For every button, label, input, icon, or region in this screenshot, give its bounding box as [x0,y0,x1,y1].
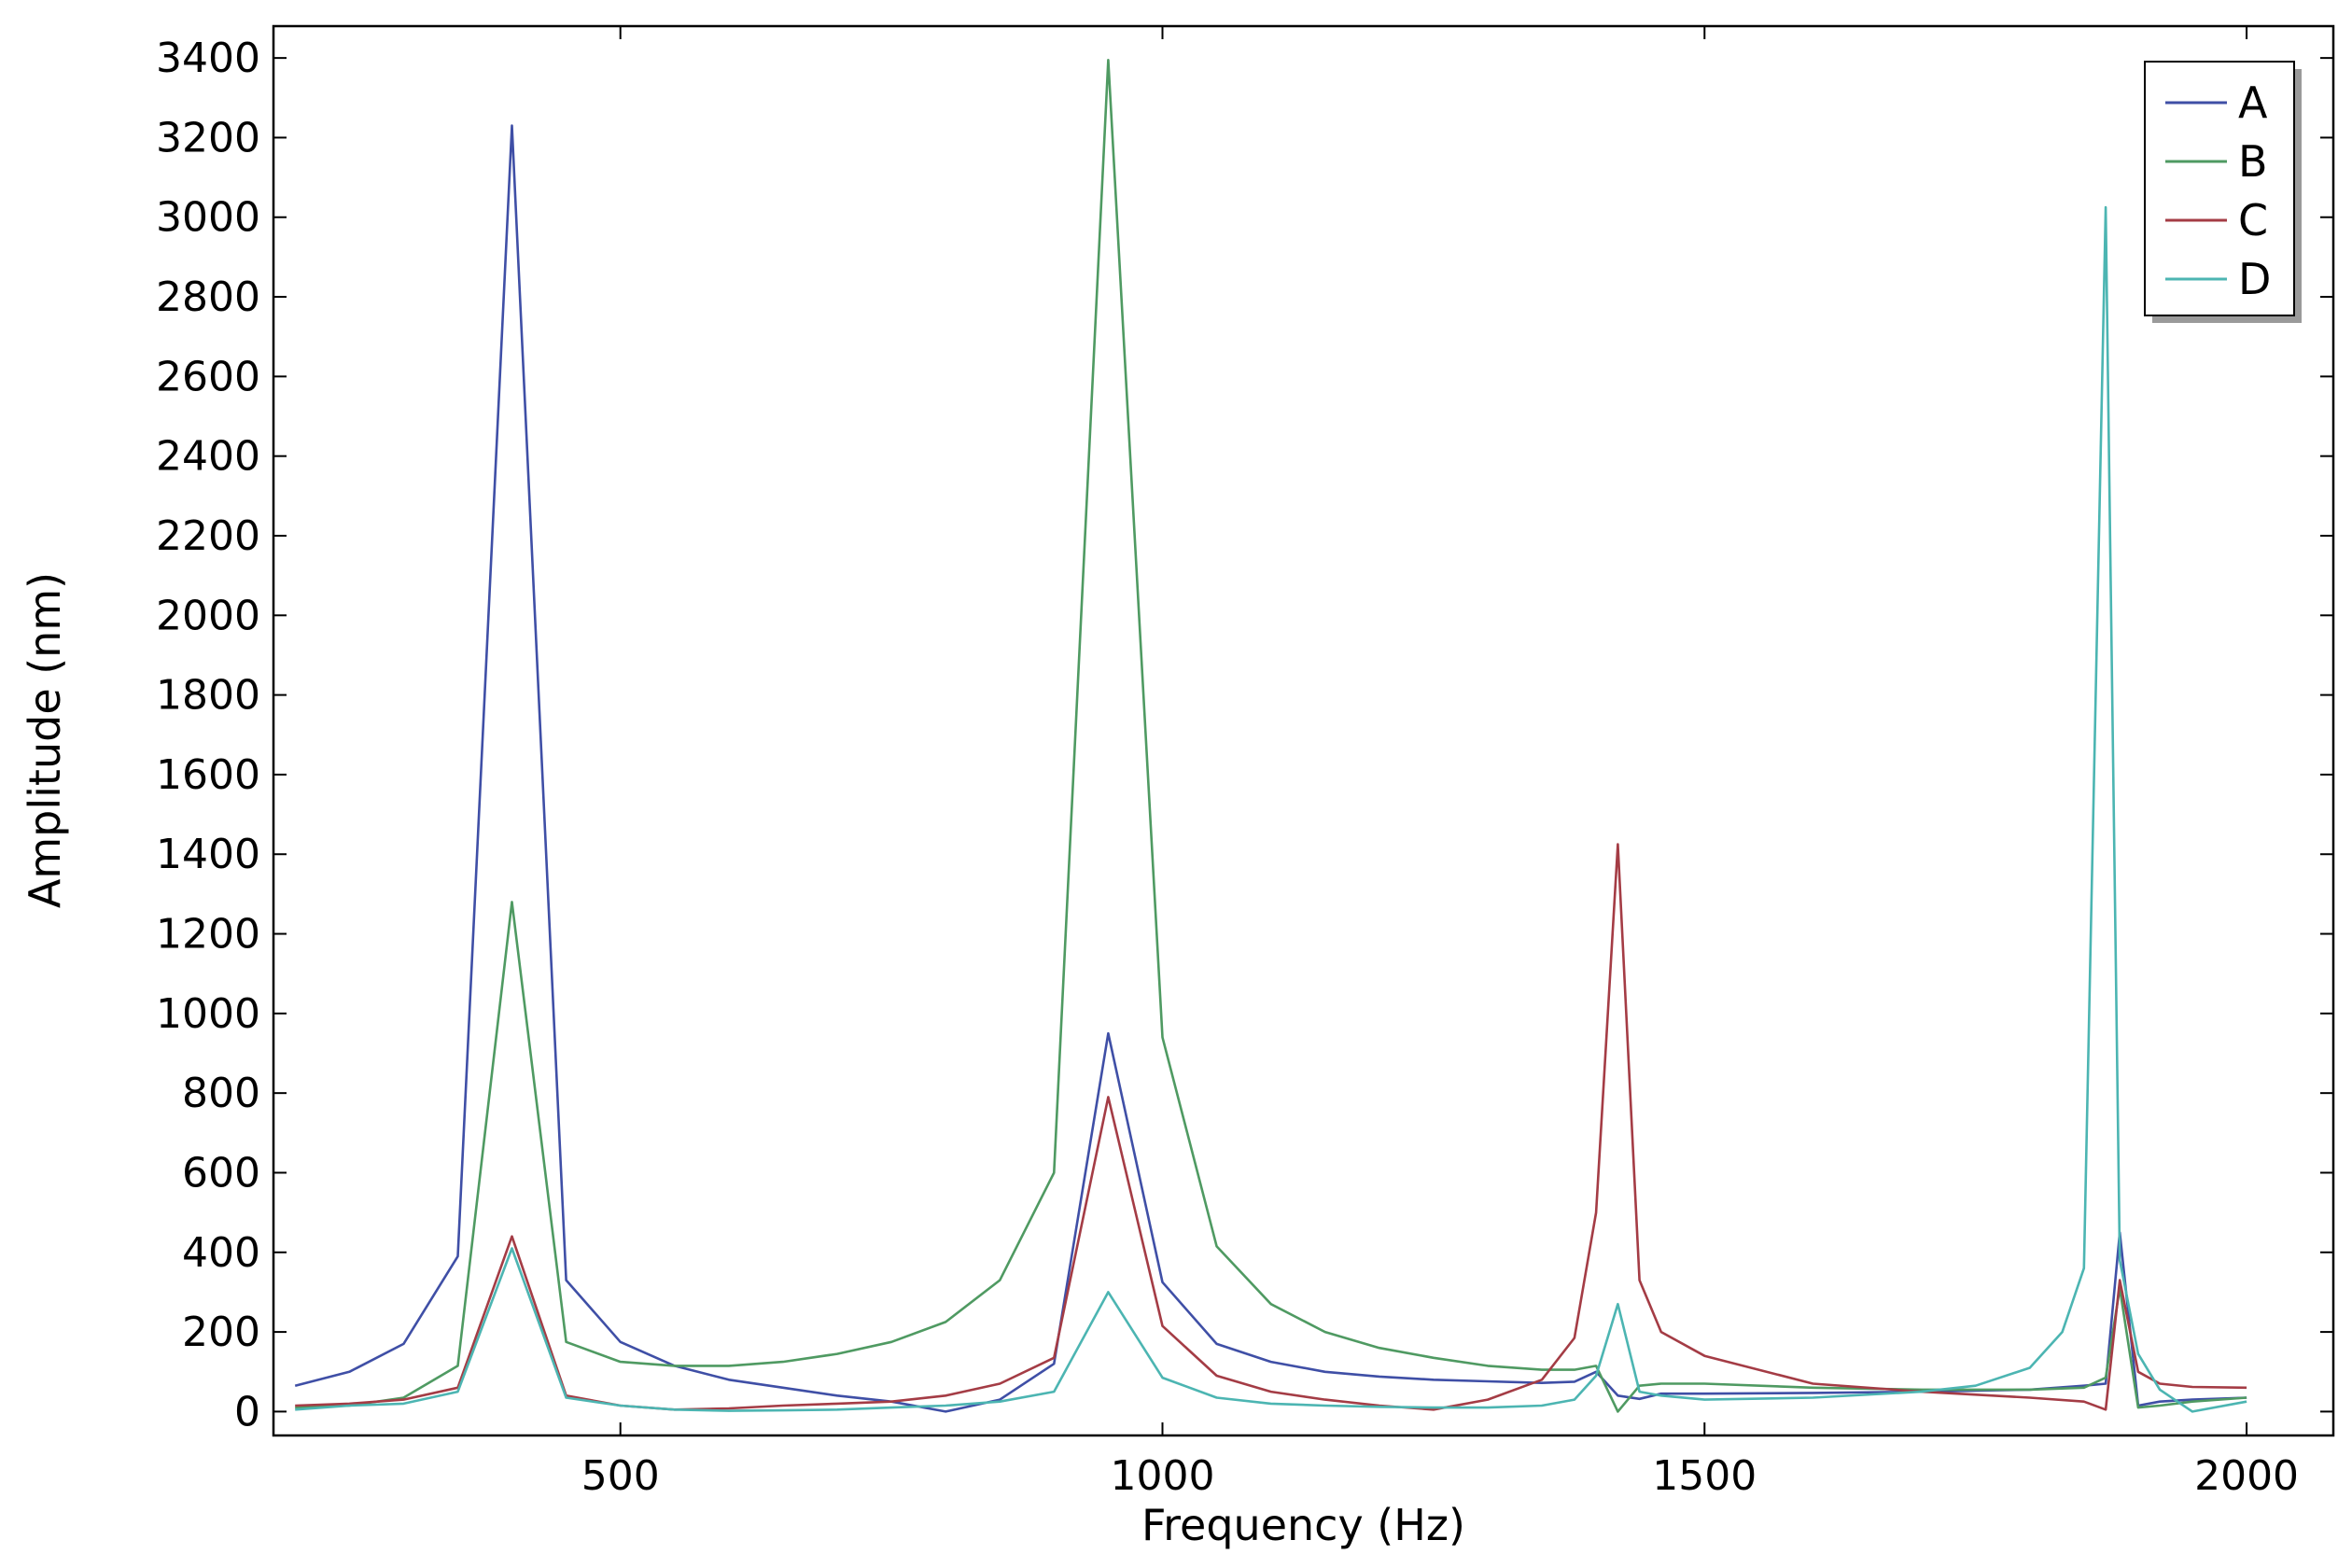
series-line-b [295,59,2247,1413]
y-tick-label: 3400 [156,35,260,82]
y-tick-label: 2000 [156,592,260,639]
legend-label-c: C [2238,195,2268,245]
y-tick-label: 400 [182,1229,260,1277]
y-tick-label: 3000 [156,194,260,242]
y-tick-label: 2200 [156,512,260,560]
y-tick-label: 600 [182,1149,260,1197]
y-tick-label: 1200 [156,911,260,959]
legend-box [2144,61,2295,316]
y-tick-label: 2400 [156,433,260,481]
y-axis-label: Amplitude (nm) [20,572,70,908]
y-tick-label: 1000 [156,990,260,1038]
y-tick-label: 2800 [156,273,260,321]
x-tick-label: 2000 [2194,1452,2299,1500]
plot-frame [272,24,2335,1437]
y-tick-label: 800 [182,1070,260,1117]
y-tick-label: 1800 [156,672,260,720]
legend-label-d: D [2238,254,2271,304]
x-tick-label: 1000 [1111,1452,1215,1500]
x-tick-label: 1500 [1652,1452,1757,1500]
plot-background [273,26,2333,1435]
series-layer [294,59,2247,1413]
x-axis-label: Frequency (Hz) [1141,1500,1465,1550]
y-tick-label: 1600 [156,751,260,799]
y-tick-label: 0 [234,1388,260,1435]
y-tick-label: 3200 [156,114,260,161]
y-tick-label: 1400 [156,831,260,878]
y-tick-label: 2600 [156,353,260,400]
axes-layer: 0 200 400 600 800 1000 1200 1400 1600 1800 2000 220… [156,26,2333,1500]
legend-label-b: B [2238,136,2268,187]
series-line-d [295,205,2247,1413]
x-tick-label: 500 [581,1452,660,1500]
legend-label-a: A [2238,77,2268,128]
y-tick-label: 200 [182,1309,260,1356]
